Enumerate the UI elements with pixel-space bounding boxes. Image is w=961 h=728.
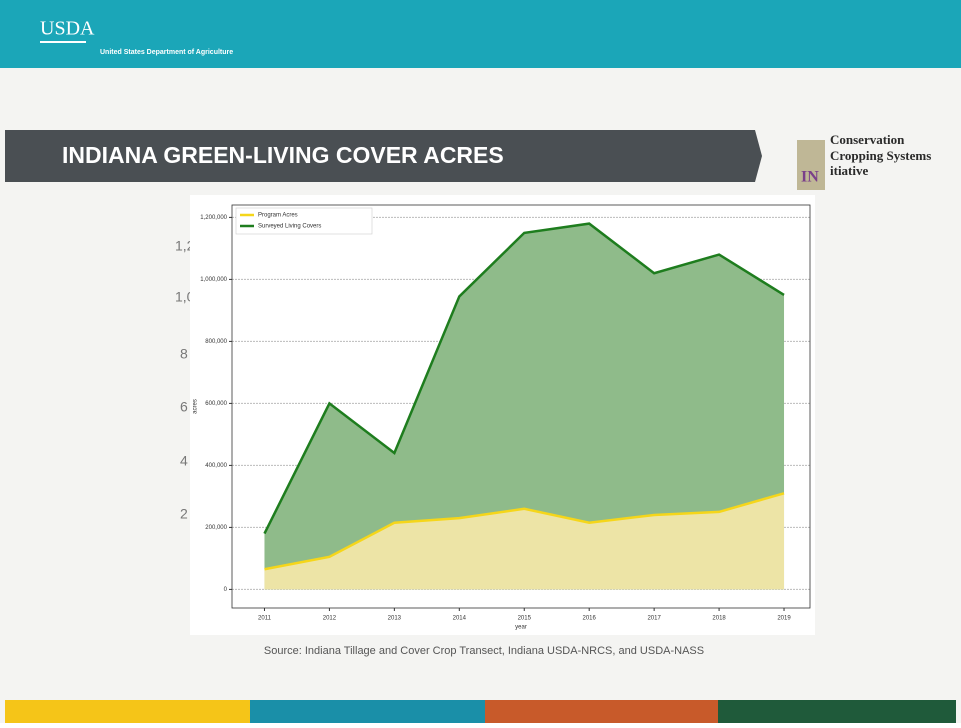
fragment: 6 [180,399,188,415]
area-line [263,222,785,535]
x-tick-label: 2019 [777,616,791,622]
agency-name: United States Department of Agriculture [100,49,233,56]
x-tick-label: 2013 [388,616,402,622]
fragment: 2 [180,506,188,522]
footer-stripe [485,700,718,723]
area-fill [264,493,785,590]
footer-stripe [718,700,956,723]
top-bar [0,0,961,68]
logo-line: Conservation [830,132,905,147]
x-tick-label: 2015 [518,616,532,622]
slide-title: INDIANA GREEN-LIVING COVER ACRES [62,142,504,168]
area-fill [264,223,785,590]
y-tick-label: 0 [224,587,228,593]
legend-label: Program Acres [258,213,298,219]
area-line [264,492,785,571]
footer-stripe [5,700,250,723]
footer-stripe [250,700,485,723]
fragment: 1,0 [175,289,195,305]
x-tick-label: 2012 [323,616,337,622]
x-tick-label: 2018 [712,616,726,622]
legend-label: Surveyed Living Covers [258,224,321,230]
legend-box [235,207,373,235]
fragment: 4 [180,453,188,469]
y-tick-label: 400,000 [205,463,227,469]
y-tick-label: 1,000,000 [200,277,227,283]
x-tick-label: 2017 [647,616,661,622]
background-fragments: 1,2 1,0 8 6 4 2 [175,238,195,522]
x-tick-label: 2011 [258,616,272,622]
fragment: 1,2 [175,238,195,254]
x-tick-label: 2014 [453,616,467,622]
y-tick-label: 1,200,000 [200,215,227,221]
title-banner [5,130,762,182]
source: Source: Indiana Tillage and Cover Crop T… [264,645,704,657]
plot: 0 200,000 400,000 600,000 800,000 1,000,000 1,… [193,204,811,631]
logo-line: Cropping Systems [830,148,931,163]
x-axis-label: year [515,625,527,631]
logo-line: itiative [830,163,868,178]
y-tick-label: 200,000 [205,525,227,531]
initiative-logo: IN Conservation Cropping Systems itiativ… [797,132,931,190]
x-tick-label: 2016 [583,616,597,622]
y-axis-label: acres [193,399,199,414]
y-tick-label: 800,000 [205,339,227,345]
y-tick-label: 600,000 [205,401,227,407]
logo-badge: IN [801,169,819,186]
logo-plant [797,140,825,190]
plot-frame [231,204,811,609]
fragment: 8 [180,346,188,362]
usda-logo: USDA [40,18,95,40]
